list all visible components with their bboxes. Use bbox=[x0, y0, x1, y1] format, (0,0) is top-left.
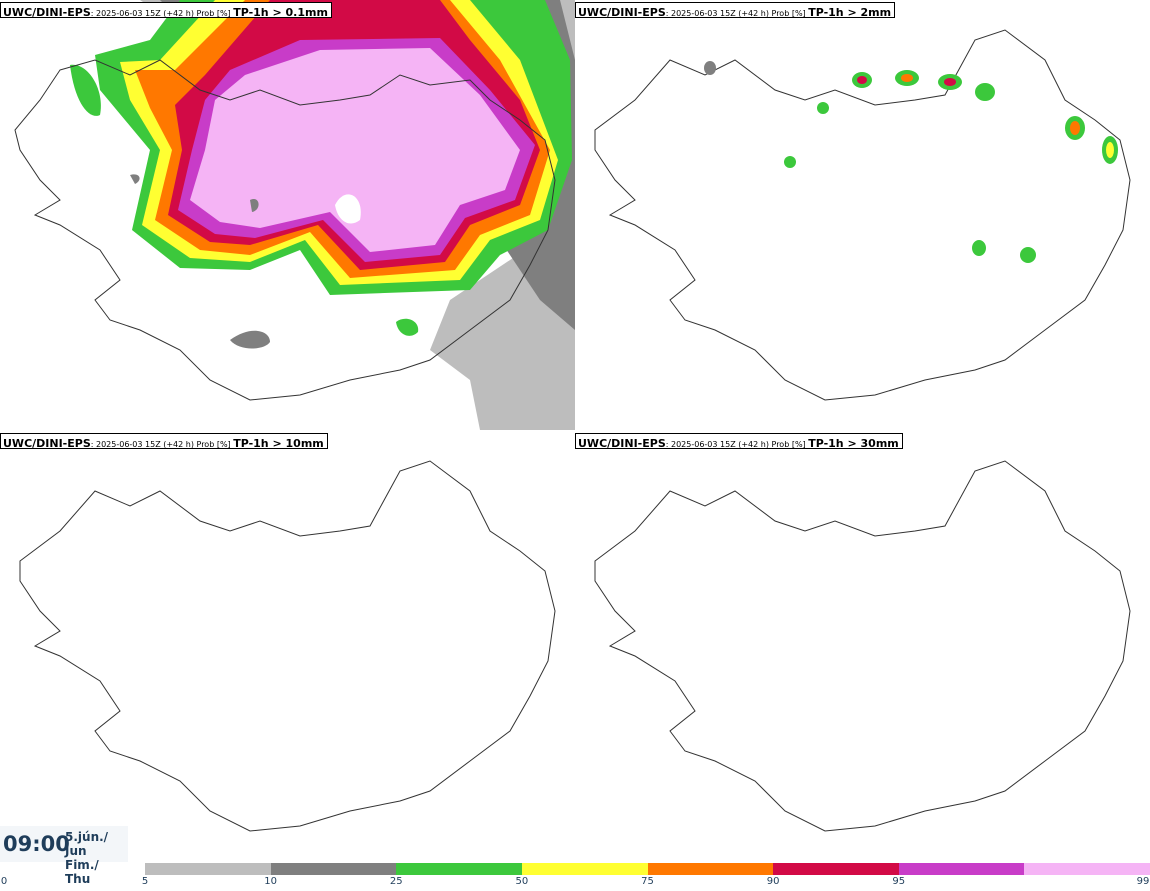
colorbar-segment bbox=[145, 863, 271, 875]
colorbar-tick-label: 75 bbox=[641, 876, 654, 887]
colorbar-segment bbox=[521, 863, 648, 875]
panel-header: UWC/DINI-EPS: 2025-06-03 15Z (+42 h) Pro… bbox=[575, 2, 896, 19]
colorbar-segment bbox=[1024, 863, 1150, 875]
probability-map-2mm bbox=[594, 29, 1131, 401]
threshold-label: TP-1h > 10mm bbox=[233, 437, 324, 450]
model-name: UWC/DINI-EPS bbox=[578, 437, 666, 450]
probability-map-10mm bbox=[19, 460, 556, 832]
model-name: UWC/DINI-EPS bbox=[3, 6, 91, 19]
colorbar-segment bbox=[396, 863, 522, 875]
map-panel-tp-30mm: UWC/DINI-EPS: 2025-06-03 15Z (+42 h) Pro… bbox=[575, 431, 1150, 861]
map-panel-tp-10mm: UWC/DINI-EPS: 2025-06-03 15Z (+42 h) Pro… bbox=[0, 431, 575, 861]
colorbar-segment bbox=[270, 863, 397, 875]
probability-colorbar bbox=[145, 863, 1150, 875]
run-info: : 2025-06-03 15Z (+42 h) Prob [%] bbox=[665, 440, 809, 449]
colorbar-tick-label: 0 bbox=[0, 876, 8, 887]
colorbar-segment bbox=[647, 863, 774, 875]
probability-map-30mm bbox=[594, 460, 1131, 832]
panel-header: UWC/DINI-EPS: 2025-06-03 15Z (+42 h) Pro… bbox=[0, 2, 332, 19]
threshold-label: TP-1h > 2mm bbox=[808, 6, 892, 19]
model-name: UWC/DINI-EPS bbox=[578, 6, 666, 19]
colorbar-tick-label: 50 bbox=[515, 876, 529, 887]
colorbar-tick-label: 10 bbox=[264, 876, 277, 887]
valid-time-box: 09:00 5.jún./ Jun Fim./ Thu bbox=[0, 826, 128, 886]
valid-date: 5.jún./ Jun Fim./ Thu bbox=[65, 830, 128, 886]
precip-blobs bbox=[704, 61, 1118, 263]
colorbar-segment bbox=[773, 863, 899, 875]
run-info: : 2025-06-03 15Z (+42 h) Prob [%] bbox=[90, 440, 234, 449]
threshold-label: TP-1h > 30mm bbox=[808, 437, 899, 450]
colorbar-tick-label: 25 bbox=[389, 876, 403, 887]
colorbar-tick-label: 5 bbox=[141, 876, 149, 887]
valid-time-clock: 09:00 bbox=[3, 832, 70, 856]
date-line-2: Fim./ Thu bbox=[65, 858, 99, 886]
probability-map-0-1mm bbox=[14, 0, 575, 430]
run-info: : 2025-06-03 15Z (+42 h) Prob [%] bbox=[90, 9, 234, 18]
threshold-label: TP-1h > 0.1mm bbox=[233, 6, 328, 19]
model-name: UWC/DINI-EPS bbox=[3, 437, 91, 450]
colorbar-tick-label: 95 bbox=[892, 876, 906, 887]
colorbar-tick-label: 99 bbox=[1136, 876, 1150, 887]
run-info: : 2025-06-03 15Z (+42 h) Prob [%] bbox=[665, 9, 809, 18]
panel-header: UWC/DINI-EPS: 2025-06-03 15Z (+42 h) Pro… bbox=[575, 433, 903, 450]
panel-header: UWC/DINI-EPS: 2025-06-03 15Z (+42 h) Pro… bbox=[0, 433, 328, 450]
map-panel-tp-2mm: UWC/DINI-EPS: 2025-06-03 15Z (+42 h) Pro… bbox=[575, 0, 1150, 430]
colorbar-ticks: 0 5 10 25 50 75 90 95 99 bbox=[0, 876, 1150, 890]
map-panel-tp-0-1mm: UWC/DINI-EPS: 2025-06-03 15Z (+42 h) Pro… bbox=[0, 0, 575, 430]
colorbar-tick-label: 90 bbox=[766, 876, 780, 887]
date-line-1: 5.jún./ Jun bbox=[65, 830, 109, 858]
colorbar-segment bbox=[898, 863, 1025, 875]
